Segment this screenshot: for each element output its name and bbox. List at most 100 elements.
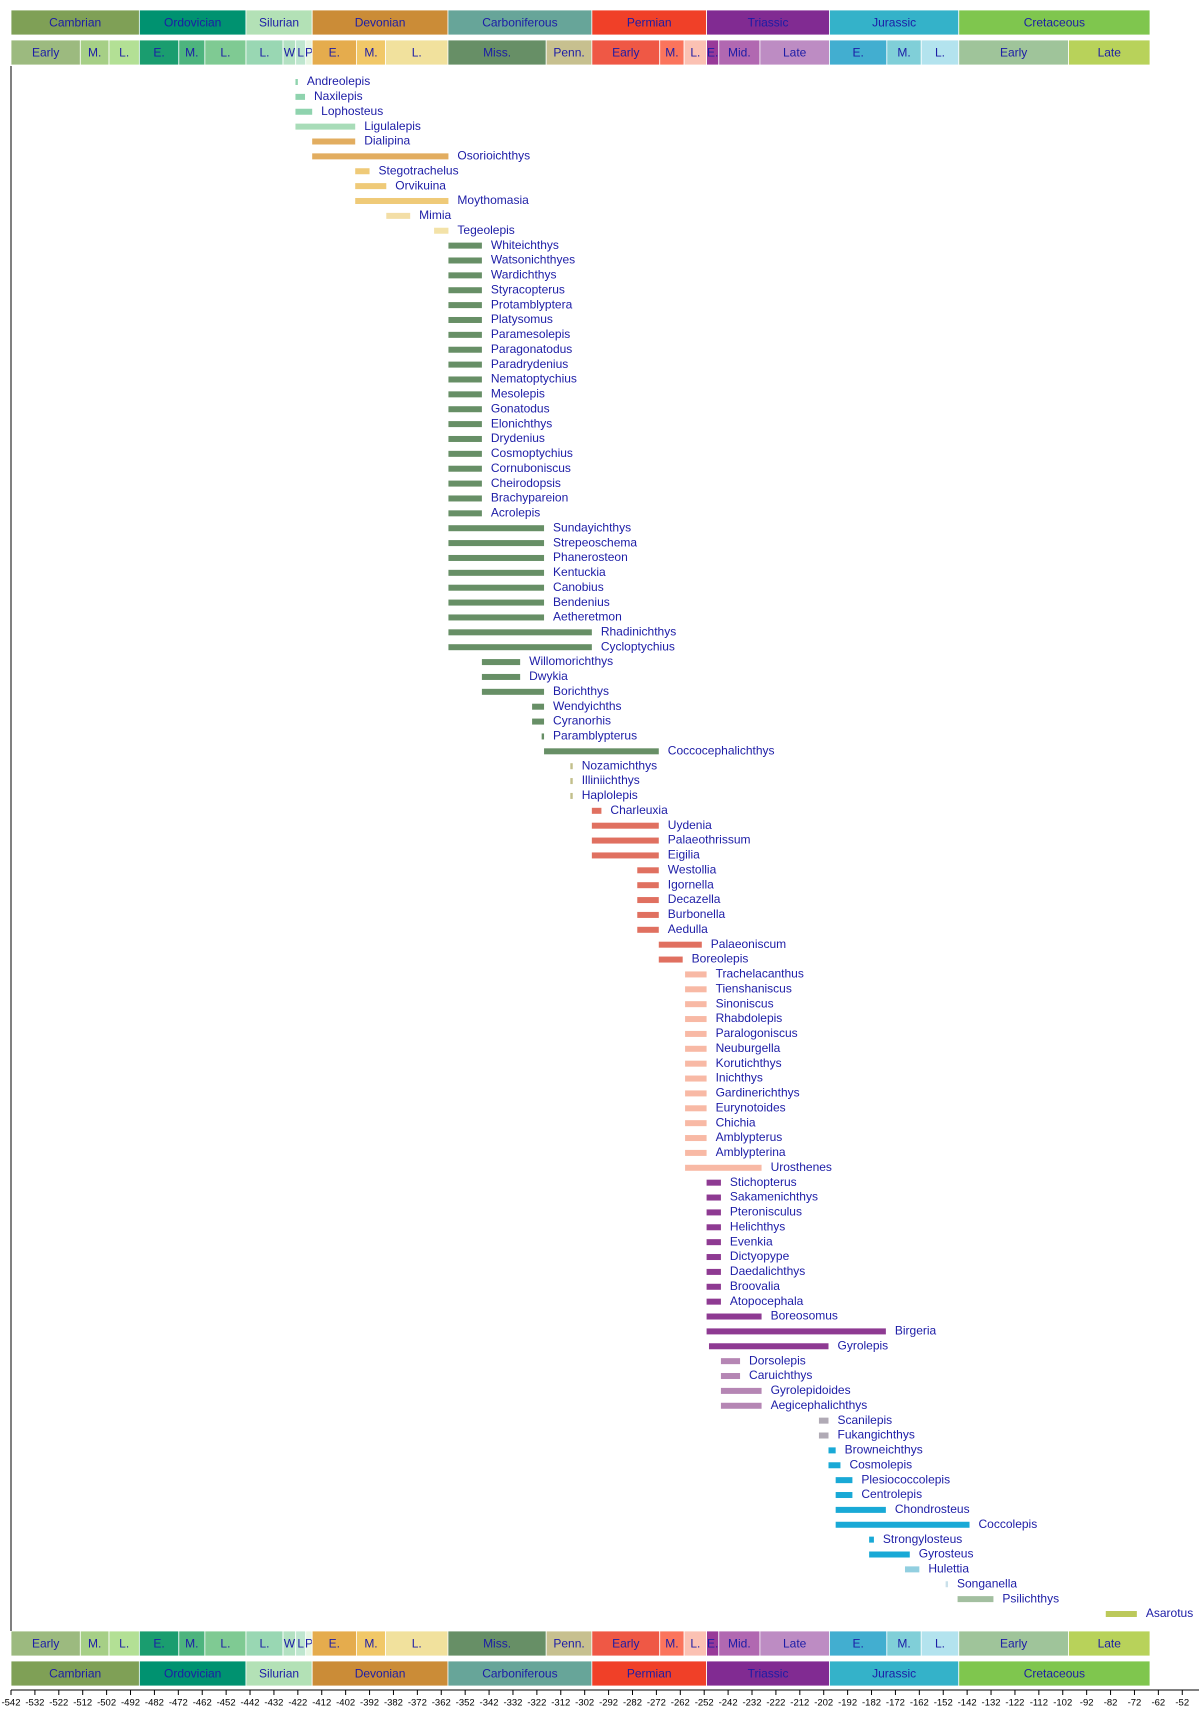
taxon-label: Broovalia: [730, 1279, 780, 1293]
taxon-label: Mesolepis: [491, 387, 545, 401]
x-tick-label: -282: [623, 1698, 642, 1709]
taxon-label: Sundayichthys: [553, 520, 631, 534]
taxon-label: Browneichthys: [845, 1443, 923, 1457]
taxon-label: Elonichthys: [491, 416, 552, 430]
taxon-label: Caruichthys: [749, 1368, 812, 1382]
range-bar: [835, 1477, 853, 1484]
period: [245, 1660, 313, 1687]
x-tick-label: -122: [1005, 1698, 1024, 1709]
epoch-label: M.: [364, 1637, 377, 1651]
period-label: Cambrian: [49, 16, 101, 30]
range-bar: [1105, 1611, 1137, 1617]
epoch: [920, 39, 960, 66]
taxon-label: Paradrydenius: [491, 357, 568, 371]
range-bar: [706, 1328, 886, 1335]
epoch-label: Early: [32, 1637, 59, 1651]
range-bar: [818, 1432, 829, 1439]
epoch-label: L.: [935, 1637, 945, 1651]
epoch-label: Early: [1000, 46, 1027, 60]
epoch: [759, 1630, 830, 1657]
epoch-label: L.: [690, 46, 700, 60]
taxon-label: Cornuboniscus: [491, 461, 571, 475]
taxon-label: Korutichthys: [716, 1056, 782, 1070]
taxon-label: Centrolepis: [861, 1487, 922, 1501]
taxon-label: Gyrosteus: [919, 1547, 974, 1561]
epoch: [10, 1630, 81, 1657]
taxon-label: Paragonatodus: [491, 342, 572, 356]
range-bar: [706, 1179, 721, 1186]
epoch-label: E.: [707, 46, 718, 60]
range-bar: [448, 316, 482, 323]
x-tick-label: -242: [719, 1698, 738, 1709]
taxon-label: Coccolepis: [979, 1517, 1038, 1531]
range-bar: [295, 123, 356, 130]
x-tick-label: -382: [384, 1698, 403, 1709]
epoch-label: L.: [220, 46, 230, 60]
x-tick-label: -232: [742, 1698, 761, 1709]
taxon-label: Gonatodus: [491, 401, 550, 415]
taxon-label: Bendenius: [553, 595, 610, 609]
x-tick-label: -262: [671, 1698, 690, 1709]
taxon-label: Borichthys: [553, 684, 609, 698]
epoch: [920, 1630, 960, 1657]
range-bar: [448, 614, 545, 621]
epoch: [447, 39, 547, 66]
range-bar: [481, 688, 545, 695]
epoch-label: W: [284, 1637, 296, 1651]
range-bar: [828, 1447, 836, 1454]
taxon-label: Wendyichths: [553, 699, 621, 713]
taxon-label: Ligulalepis: [364, 119, 421, 133]
epoch-label: L.: [119, 46, 129, 60]
epoch: [245, 39, 284, 66]
taxon-label: Daedalichthys: [730, 1264, 805, 1278]
range-bar: [570, 792, 573, 799]
x-tick-label: -402: [336, 1698, 355, 1709]
range-bar: [481, 673, 521, 680]
x-tick-label: -532: [25, 1698, 44, 1709]
taxon-label: Paramesolepis: [491, 327, 570, 341]
range-bar: [312, 153, 449, 160]
taxon-label: Protamblyptera: [491, 297, 573, 311]
epoch: [829, 1630, 888, 1657]
taxon-label: Gardinerichthys: [716, 1086, 800, 1100]
epoch-label: M.: [88, 1637, 101, 1651]
epoch: [591, 1630, 661, 1657]
range-bar: [448, 599, 545, 606]
taxon-label: Andreolepis: [307, 74, 370, 88]
epoch-label: E.: [329, 1637, 340, 1651]
range-bar: [570, 778, 573, 785]
range-bar: [448, 242, 482, 249]
period: [447, 9, 593, 36]
epoch-label: Mid.: [728, 46, 751, 60]
taxon-label: Asarotus: [1146, 1606, 1193, 1620]
taxon-label: Cosmolepis: [849, 1457, 912, 1471]
epoch-label: P: [305, 1637, 313, 1651]
taxon-label: Illiniichthys: [582, 773, 640, 787]
taxon-label: Cosmoptychius: [491, 446, 573, 460]
period-label: Permian: [627, 16, 672, 30]
taxon-label: Gyrolepidoides: [771, 1383, 851, 1397]
epoch: [545, 1630, 593, 1657]
epoch-label: Early: [612, 1637, 639, 1651]
range-bar: [448, 450, 482, 457]
taxon-label: Mimia: [419, 208, 451, 222]
taxon-label: Platysomus: [491, 312, 553, 326]
epoch-label: E.: [707, 1637, 718, 1651]
range-bar: [685, 986, 707, 993]
range-bar: [720, 1373, 741, 1380]
x-tick-label: -272: [647, 1698, 666, 1709]
x-tick-label: -192: [838, 1698, 857, 1709]
x-tick-label: -392: [360, 1698, 379, 1709]
epoch-label: L.: [412, 46, 422, 60]
x-tick-label: -82: [1104, 1698, 1118, 1709]
taxon-label: Aegicephalichthys: [771, 1398, 868, 1412]
taxon-label: Orvikuina: [395, 178, 446, 192]
period: [138, 1660, 247, 1687]
epoch-label: Early: [612, 46, 639, 60]
x-tick-label: -92: [1080, 1698, 1094, 1709]
epoch-label: L.: [220, 1637, 230, 1651]
epoch-label: Mid.: [728, 1637, 751, 1651]
range-bar: [448, 569, 545, 576]
range-bar: [685, 1001, 707, 1008]
epoch-label: Penn.: [553, 46, 584, 60]
